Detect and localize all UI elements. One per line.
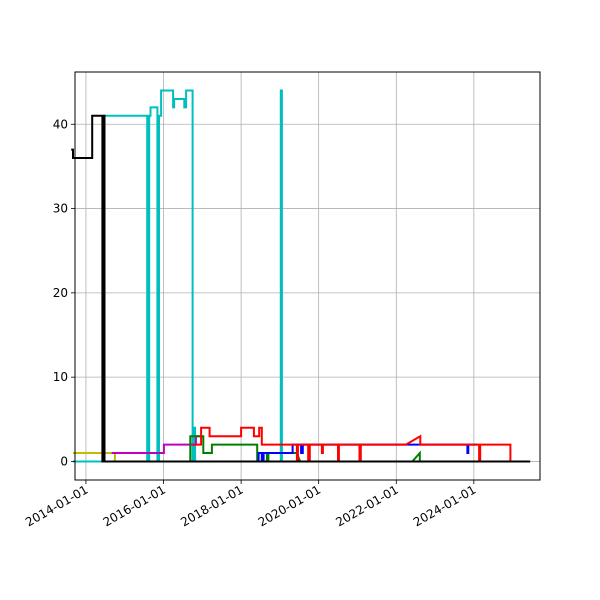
- series-line-6: [192, 426, 512, 463]
- y-tick-label: 10: [53, 370, 68, 384]
- y-tick-label: 30: [53, 202, 68, 216]
- y-tick-label: 0: [60, 454, 68, 468]
- plot-frame: [74, 71, 541, 481]
- y-axis: 0 10 20 30 40: [53, 117, 75, 468]
- y-tick-label: 40: [53, 117, 68, 131]
- series-line-7: [71, 114, 531, 463]
- y-tick-label: 20: [53, 286, 68, 300]
- series-layer: [71, 89, 531, 463]
